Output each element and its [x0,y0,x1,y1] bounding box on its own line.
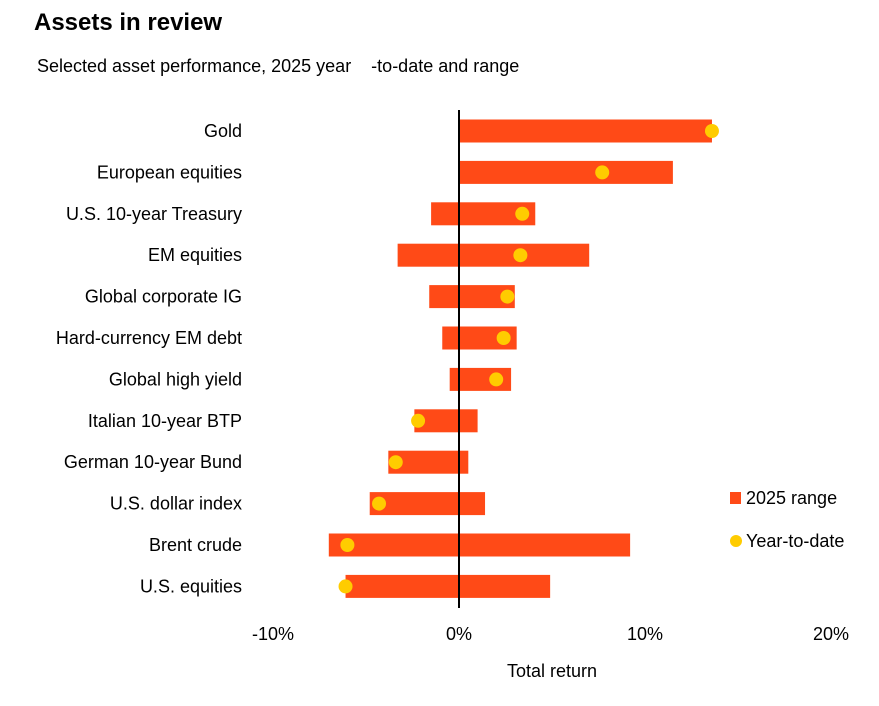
range-bars [328,119,712,598]
range-bar [388,450,469,474]
range-bar [459,160,673,184]
ytd-point [372,496,387,511]
category-label: European equities [97,162,242,182]
category-label: EM equities [148,245,242,265]
category-label: Global corporate IG [85,287,242,307]
x-tick-label: 20% [813,624,849,644]
ytd-points [338,124,719,594]
range-bar [459,119,712,143]
ytd-point [500,289,515,304]
range-bar [397,243,590,267]
legend-range-swatch [730,492,741,504]
category-label: Hard-currency EM debt [56,328,242,348]
ytd-point [388,455,403,470]
legend-ytd-swatch [730,535,742,547]
range-bar [431,202,536,226]
category-label: U.S. dollar index [110,494,242,514]
ytd-point [595,165,610,180]
range-bar [328,533,631,557]
ytd-point [496,331,511,345]
range-bar [429,285,515,309]
category-label: German 10-year Bund [64,452,242,472]
legend-range-label: 2025 range [746,488,837,508]
range-bar [369,492,486,516]
range-bar [414,409,478,433]
category-label: U.S. 10-year Treasury [66,204,242,224]
ytd-point [704,124,719,138]
chart-title: Assets in review [34,9,223,36]
category-label: Global high yield [109,369,242,389]
category-label: U.S. equities [140,576,242,596]
range-bar [442,326,517,350]
ytd-point [411,413,426,428]
legend: 2025 range Year-to-date [730,488,844,551]
x-tick-labels: -10% 0% 10% 20% [252,624,849,644]
category-labels: Gold European equities U.S. 10-year Treasu… [56,121,242,596]
category-label: Italian 10-year BTP [88,411,242,431]
ytd-point [489,372,504,387]
ytd-point [338,579,353,594]
x-tick-label: -10% [252,624,294,644]
ytd-point [515,206,530,221]
ytd-point [513,248,528,263]
x-axis-title: Total return [507,661,597,681]
ytd-point [340,538,355,552]
x-tick-label: 0% [446,624,472,644]
x-tick-label: 10% [627,624,663,644]
category-label: Gold [204,121,242,141]
category-label: Brent crude [149,535,242,555]
chart-subtitle: Selected asset performance, 2025 year -t… [37,56,520,76]
legend-ytd-label: Year-to-date [746,531,844,551]
range-bar [345,574,551,598]
